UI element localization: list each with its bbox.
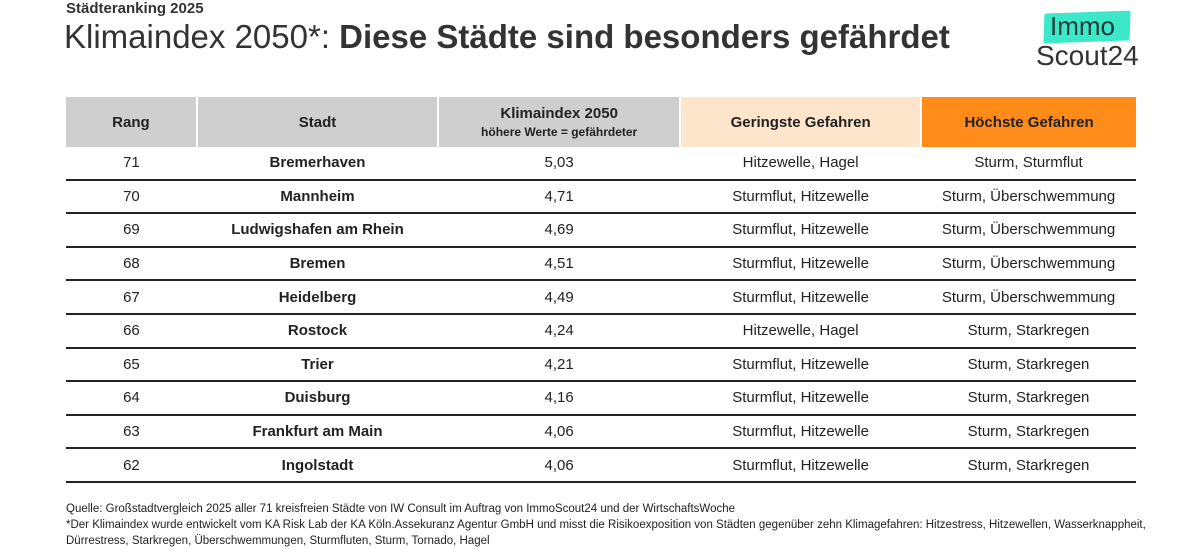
cell-rank: 69 (66, 213, 197, 248)
title-main: Diese Städte sind besonders gefährdet (339, 18, 950, 55)
table-row: 63 Frankfurt am Main 4,06 Sturmflut, Hitzew… (66, 414, 1136, 450)
table-row: 70 Mannheim 4,71 Sturmflut, Hitzewelle Sturm… (66, 179, 1136, 215)
cell-high: Sturm, Überschwemmung (921, 179, 1136, 215)
cell-low: Sturmflut, Hitzewelle (680, 414, 922, 450)
cell-index: 4,49 (438, 280, 681, 315)
logo-immo: Immo (1050, 11, 1115, 41)
cell-index: 4,51 (438, 246, 681, 282)
kicker: Städteranking 2025 (66, 0, 204, 17)
cell-index: 4,16 (438, 381, 681, 416)
logo-scout24: Scout24 (1036, 40, 1139, 71)
table-row: 65 Trier 4,21 Sturmflut, Hitzewelle Sturm, S… (66, 347, 1136, 383)
cell-index: 4,24 (438, 313, 681, 349)
cell-high: Sturm, Überschwemmung (921, 246, 1136, 282)
cell-low: Hitzewelle, Hagel (680, 313, 922, 349)
cell-rank: 64 (66, 381, 197, 416)
page-title: Klimaindex 2050*: Diese Städte sind beso… (64, 18, 950, 56)
header-index: Klimaindex 2050 höhere Werte = gefährdete… (438, 97, 682, 147)
header-rank: Rang (66, 97, 198, 147)
cell-low: Sturmflut, Hitzewelle (680, 381, 922, 416)
cell-rank: 66 (66, 313, 197, 349)
cell-rank: 65 (66, 347, 197, 383)
cell-index: 4,06 (438, 448, 681, 483)
ranking-table: Rang Stadt Klimaindex 2050 höhere Werte =… (66, 97, 1136, 483)
cell-low: Sturmflut, Hitzewelle (680, 280, 922, 315)
cell-city: Frankfurt am Main (196, 414, 439, 450)
cell-index: 4,69 (438, 213, 681, 248)
cell-high: Sturm, Starkregen (921, 414, 1136, 450)
cell-city: Rostock (196, 313, 439, 349)
cell-city: Heidelberg (196, 280, 439, 315)
table-row: 64 Duisburg 4,16 Sturmflut, Hitzewelle Sturm… (66, 381, 1136, 416)
cell-city: Bremen (196, 246, 439, 282)
table-row: 69 Ludwigshafen am Rhein 4,69 Sturmflut, Hi… (66, 213, 1136, 248)
cell-city: Ingolstadt (196, 448, 439, 483)
cell-index: 4,06 (438, 414, 681, 450)
cell-high: Sturm, Starkregen (921, 313, 1136, 349)
table-row: 71 Bremerhaven 5,03 Hitzewelle, Hagel Sturm,… (66, 147, 1136, 181)
cell-city: Bremerhaven (196, 147, 439, 181)
footer-note: *Der Klimaindex wurde entwickelt vom KA … (66, 519, 1146, 547)
cell-low: Sturmflut, Hitzewelle (680, 213, 922, 248)
cell-rank: 70 (66, 179, 197, 215)
cell-rank: 63 (66, 414, 197, 450)
cell-high: Sturm, Überschwemmung (921, 280, 1136, 315)
header-index-sub: höhere Werte = gefährdeter (481, 125, 638, 139)
immoscout24-logo: Immo Scout24 (1036, 10, 1146, 72)
footer-source: Quelle: Großstadtvergleich 2025 aller 71… (66, 503, 736, 515)
cell-high: Sturm, Sturmflut (921, 147, 1136, 181)
cell-rank: 68 (66, 246, 197, 282)
cell-index: 5,03 (438, 147, 681, 181)
cell-index: 4,71 (438, 179, 681, 215)
header-low-risks: Geringste Gefahren (680, 97, 923, 147)
cell-high: Sturm, Starkregen (921, 448, 1136, 483)
cell-low: Hitzewelle, Hagel (680, 147, 922, 181)
cell-low: Sturmflut, Hitzewelle (680, 347, 922, 383)
header-city: Stadt (196, 97, 440, 147)
cell-city: Duisburg (196, 381, 439, 416)
cell-high: Sturm, Starkregen (921, 347, 1136, 383)
title-prefix: Klimaindex 2050*: (64, 18, 340, 55)
cell-rank: 62 (66, 448, 197, 483)
table-row: 67 Heidelberg 4,49 Sturmflut, Hitzewelle Stu… (66, 280, 1136, 315)
table-row: 66 Rostock 4,24 Hitzewelle, Hagel Sturm, Sta… (66, 313, 1136, 349)
cell-city: Mannheim (196, 179, 439, 215)
cell-high: Sturm, Starkregen (921, 381, 1136, 416)
table-row: 62 Ingolstadt 4,06 Sturmflut, Hitzewelle Stu… (66, 448, 1136, 483)
cell-low: Sturmflut, Hitzewelle (680, 179, 922, 215)
cell-rank: 71 (66, 147, 197, 181)
cell-rank: 67 (66, 280, 197, 315)
table-row: 68 Bremen 4,51 Sturmflut, Hitzewelle Sturm, … (66, 246, 1136, 282)
header-index-label: Klimaindex 2050 (500, 105, 618, 122)
cell-low: Sturmflut, Hitzewelle (680, 448, 922, 483)
footer: Quelle: Großstadtvergleich 2025 aller 71… (66, 501, 1166, 549)
cell-city: Ludwigshafen am Rhein (196, 213, 439, 248)
cell-city: Trier (196, 347, 439, 383)
cell-index: 4,21 (438, 347, 681, 383)
cell-high: Sturm, Überschwemmung (921, 213, 1136, 248)
header-high-risks: Höchste Gefahren (921, 97, 1136, 147)
cell-low: Sturmflut, Hitzewelle (680, 246, 922, 282)
